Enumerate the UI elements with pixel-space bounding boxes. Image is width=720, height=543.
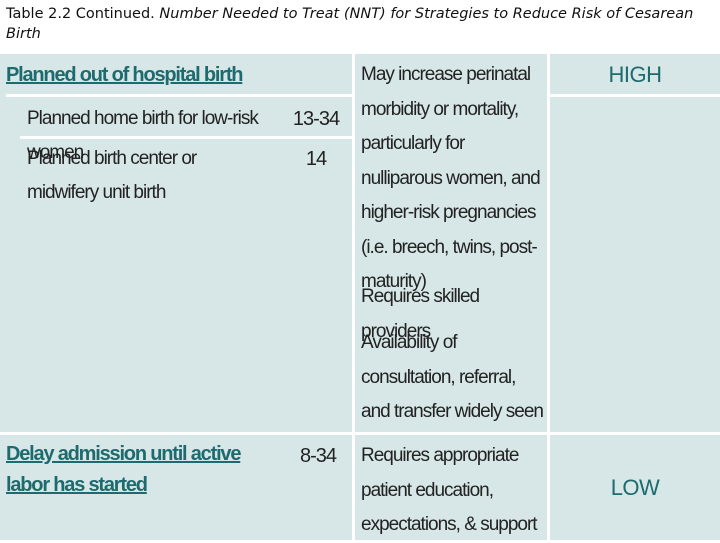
row1-strategy-cell: Planned out of hospital birth Planned ho… bbox=[0, 54, 352, 432]
row1-rating-cell: HIGH bbox=[550, 54, 720, 432]
nnt-delay-admission: 8-34 bbox=[299, 445, 337, 467]
nnt-home-birth: 13-34 bbox=[292, 108, 340, 130]
row2-strategy-cell: Delay admission until active labor has s… bbox=[0, 435, 290, 540]
row1-divider-mid bbox=[20, 136, 352, 139]
subitem-home-birth: Planned home birth for low-risk women bbox=[27, 108, 259, 163]
row1-rating-divider bbox=[550, 94, 720, 97]
row1-considerations-cell: May increase perinatal morbidity or mort… bbox=[355, 54, 547, 457]
caption-title: Number Needed to Treat (NNT) for Strateg… bbox=[6, 6, 694, 42]
consideration-patient-education: Requires appropriate patient education, … bbox=[361, 445, 538, 535]
rating-high: HIGH bbox=[608, 62, 663, 87]
row1-strategy-title: Planned out of hospital birth bbox=[6, 64, 243, 86]
row2-nnt-cell: 8-34 bbox=[290, 435, 352, 540]
caption-label: Table 2.2 Continued. bbox=[6, 6, 160, 22]
subitem-birth-center: Planned birth center or midwifery unit b… bbox=[27, 148, 197, 203]
nnt-table: Planned out of hospital birth Planned ho… bbox=[0, 54, 720, 540]
nnt-birth-center: 14 bbox=[305, 148, 327, 170]
table-caption: Table 2.2 Continued. Number Needed to Tr… bbox=[6, 4, 706, 44]
consideration-skilled-providers: Requires skilled providers bbox=[361, 286, 480, 342]
row2-strategy-title: Delay admission until active labor has s… bbox=[6, 443, 241, 496]
consideration-morbidity: May increase perinatal morbidity or mort… bbox=[361, 64, 541, 292]
row2-rating-cell: LOW bbox=[550, 435, 720, 540]
row2-considerations-cell: Requires appropriate patient education, … bbox=[355, 435, 547, 540]
rating-low: LOW bbox=[610, 475, 660, 500]
row1-divider-top bbox=[6, 94, 352, 97]
